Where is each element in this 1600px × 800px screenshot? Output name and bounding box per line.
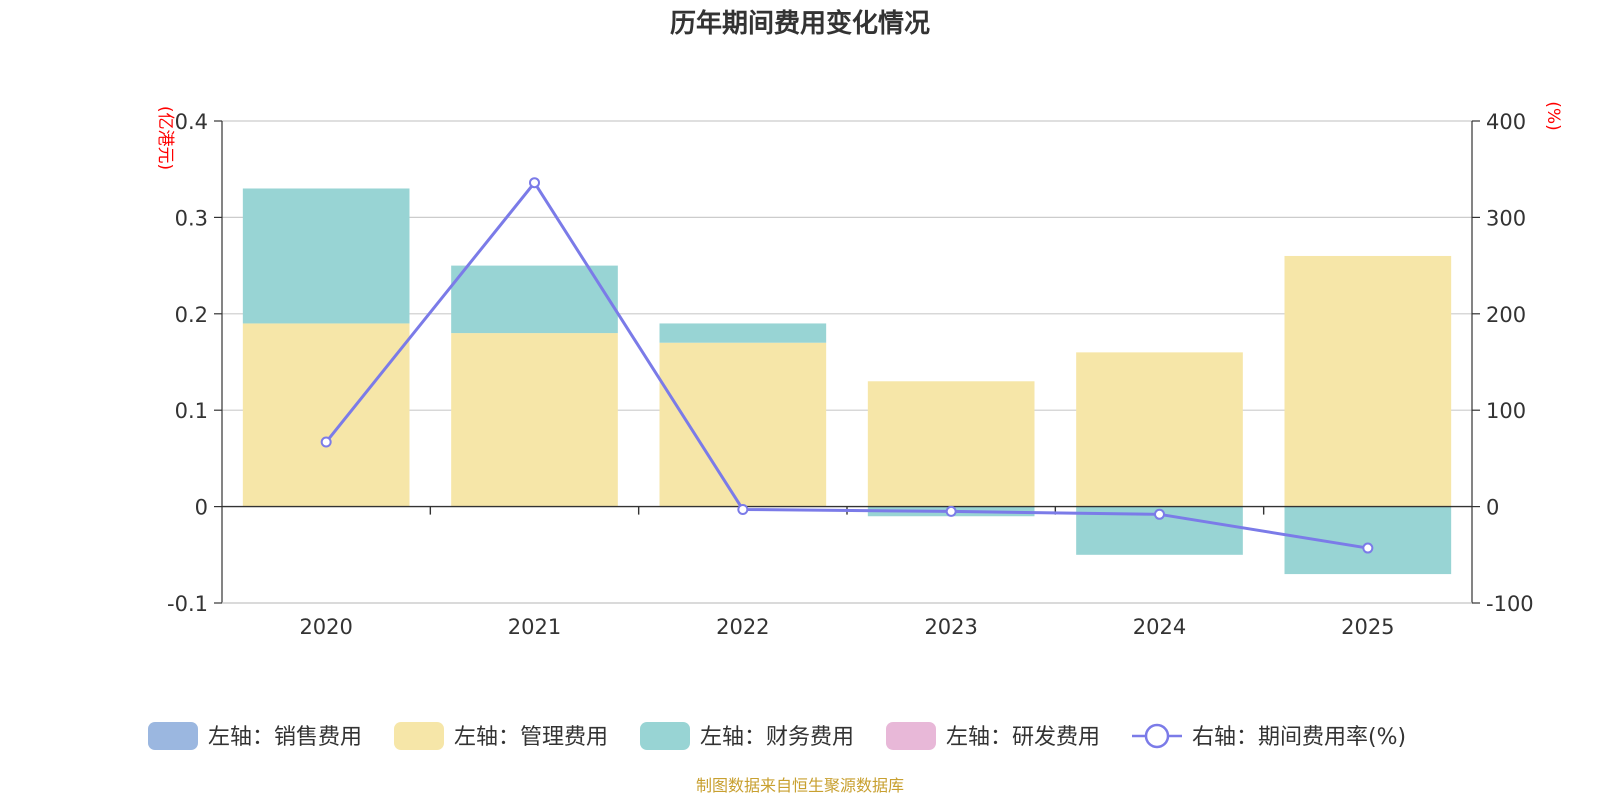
x-tick-label: 2021 xyxy=(508,615,561,639)
legend-swatch xyxy=(886,722,936,750)
right-axis-unit: (%) xyxy=(1543,101,1563,130)
left-tick-label: 0.4 xyxy=(175,110,208,134)
bar xyxy=(1076,352,1243,507)
bar-marks xyxy=(242,188,1452,575)
legend-label: 左轴：销售费用 xyxy=(208,725,362,750)
left-tick-label: 0.1 xyxy=(175,399,208,423)
bar xyxy=(451,265,618,334)
left-tick-label: 0.2 xyxy=(175,303,208,327)
legend-swatch xyxy=(394,722,444,750)
chart-title: 历年期间费用变化情况 xyxy=(670,8,930,39)
legend-item[interactable]: 右轴：期间费用率(%) xyxy=(1132,723,1406,750)
legend: 左轴：销售费用 左轴：管理费用 左轴：财务费用 左轴：研发费用 右轴：期间费用率(%) xyxy=(148,722,1406,750)
legend-label: 左轴：管理费用 xyxy=(454,725,608,750)
right-tick-label: 400 xyxy=(1486,110,1526,134)
x-tick-label: 2025 xyxy=(1341,615,1394,639)
line-point xyxy=(945,505,957,517)
bar xyxy=(1284,506,1452,575)
line-point xyxy=(320,436,332,448)
x-tick-label: 2020 xyxy=(299,615,352,639)
bar xyxy=(242,323,410,507)
x-tick-label: 2022 xyxy=(716,615,769,639)
tick-labels: 0.4 0.3 0.2 0.1 0 -0.1 400 300 200 100 0 -100 2020 20… xyxy=(167,110,1534,639)
left-axis-unit: (亿港元) xyxy=(155,106,175,170)
left-tick-label: 0.3 xyxy=(175,206,208,230)
legend-swatch xyxy=(148,722,198,750)
left-tick-label: -0.1 xyxy=(167,592,208,616)
legend-marker xyxy=(1144,723,1170,749)
legend-swatch xyxy=(640,722,690,750)
source-note: 制图数据来自恒生聚源数据库 xyxy=(696,776,904,795)
legend-item[interactable]: 左轴：研发费用 xyxy=(886,722,1100,750)
legend-label: 右轴：期间费用率(%) xyxy=(1192,725,1406,750)
line-point xyxy=(1154,508,1165,520)
right-tick-label: 100 xyxy=(1486,399,1526,423)
bar xyxy=(451,333,618,507)
bar xyxy=(242,188,410,324)
legend-item[interactable]: 左轴：财务费用 xyxy=(640,722,854,750)
bar xyxy=(867,381,1035,507)
bar xyxy=(659,323,827,343)
legend-item[interactable]: 左轴：管理费用 xyxy=(394,722,608,750)
line-point xyxy=(529,177,540,189)
axes xyxy=(214,120,1480,604)
bar xyxy=(1284,255,1452,507)
left-tick-label: 0 xyxy=(195,496,208,520)
bar xyxy=(659,342,827,507)
line-point xyxy=(737,503,749,515)
line-point xyxy=(1362,542,1374,554)
right-tick-label: 300 xyxy=(1486,206,1526,230)
right-tick-label: 200 xyxy=(1486,303,1526,327)
legend-label: 左轴：研发费用 xyxy=(946,725,1100,750)
right-tick-label: 0 xyxy=(1486,496,1499,520)
legend-label: 左轴：财务费用 xyxy=(700,725,854,750)
x-tick-label: 2023 xyxy=(924,615,977,639)
line-series xyxy=(320,177,1374,554)
x-tick-label: 2024 xyxy=(1133,615,1186,639)
right-tick-label: -100 xyxy=(1486,592,1534,616)
line-path xyxy=(324,180,1369,550)
legend-item[interactable]: 左轴：销售费用 xyxy=(148,722,362,750)
